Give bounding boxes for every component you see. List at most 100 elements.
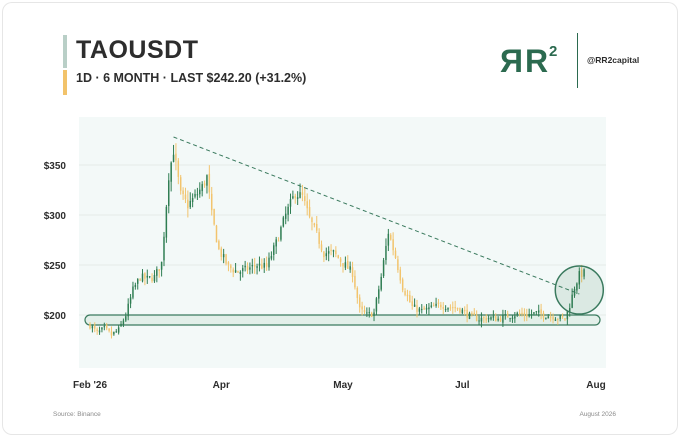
x-tick-label: Apr [213,380,230,391]
candle-body [194,193,196,197]
candle-body [158,269,160,271]
candle-body [583,269,585,277]
candle-body [368,312,370,314]
candle-body [206,175,208,186]
candle-body [442,307,444,309]
candle-body [366,312,368,314]
candle-body [184,194,187,200]
candle-body [490,317,492,320]
candle-body [440,304,442,308]
candle-body [480,317,483,322]
candle-body [141,273,144,282]
candle-body [296,197,299,199]
candle-body [335,250,337,255]
candle-body [256,266,258,268]
candle-body [497,318,499,321]
candle-body [432,305,435,307]
candle-body [569,308,571,313]
candle-body [325,253,328,257]
candle-body [327,251,330,254]
candle-body [251,265,254,267]
candle-body [318,232,320,244]
candle-body [566,311,569,320]
y-tick-label: $250 [44,261,67,272]
candle-body [349,266,351,270]
candle-body [246,266,249,271]
candle-body [342,263,344,267]
candle-body [115,331,117,333]
candle-body [199,189,201,195]
candle-body [547,316,550,319]
candle-body [244,265,246,268]
candle-body [394,250,397,258]
candle-body [514,316,516,319]
candle-body [234,270,237,273]
candle-body [411,301,413,307]
candle-body [449,307,452,309]
candle-body [454,306,456,309]
candle-body [444,309,447,311]
candle-body [528,314,530,317]
candle-body [506,313,509,318]
candle-body [475,314,478,321]
svg-text:2: 2 [549,43,557,60]
candle-body [521,312,523,315]
candle-body [435,303,437,306]
candle-body [382,260,385,277]
candle-body [203,183,206,186]
candle-body [320,244,323,251]
candle-body [437,302,440,304]
candle-body [499,318,502,322]
chart-subtitle: 1D · 6 MONTH · LAST $242.20 (+31.2%) [76,71,307,85]
candle-body [404,291,406,295]
social-handle[interactable]: @RR2capital [587,55,640,65]
candle-body [485,318,487,321]
candle-body [225,254,227,264]
candle-body [397,259,399,270]
candle-body [580,269,583,278]
candle-body [504,314,507,316]
candle-body [330,249,332,251]
candle-body [339,258,342,262]
candle-body [356,287,359,298]
candle-body [425,307,428,310]
candle-body [509,318,511,320]
candle-body [144,273,146,279]
candle-body [189,200,191,208]
candle-body [220,248,223,257]
source-note: Source: Binance [53,411,101,418]
candle-body [316,224,318,231]
candle-body [533,312,535,314]
candle-body [108,328,110,331]
candle-body [545,317,547,319]
x-tick-label: Jul [455,380,470,391]
candle-body [299,192,301,198]
candle-body [227,262,230,265]
candle-body [518,313,521,315]
x-tick-label: May [333,380,353,391]
candle-body [270,255,273,259]
candle-body [380,276,382,290]
candle-body [323,251,325,258]
candle-body [265,263,268,267]
candle-body [473,312,476,316]
y-tick-label: $200 [44,311,67,322]
candle-body [151,277,153,282]
candle-body [196,194,199,196]
candle-body [98,330,101,333]
candle-body [354,275,356,288]
title-accent-bar [63,35,67,68]
candle-body [263,262,265,268]
candle-body [168,180,170,207]
candle-body [222,254,225,258]
candle-body [561,315,564,318]
subtitle-accent-bar [63,70,67,95]
candle-body [208,173,211,193]
candle-body [552,316,554,320]
x-tick-label: Aug [586,380,605,391]
candle-body [253,265,256,267]
candle-body [213,208,215,225]
candle-body [337,255,339,259]
candle-body [156,269,158,276]
candle-body [487,318,490,320]
